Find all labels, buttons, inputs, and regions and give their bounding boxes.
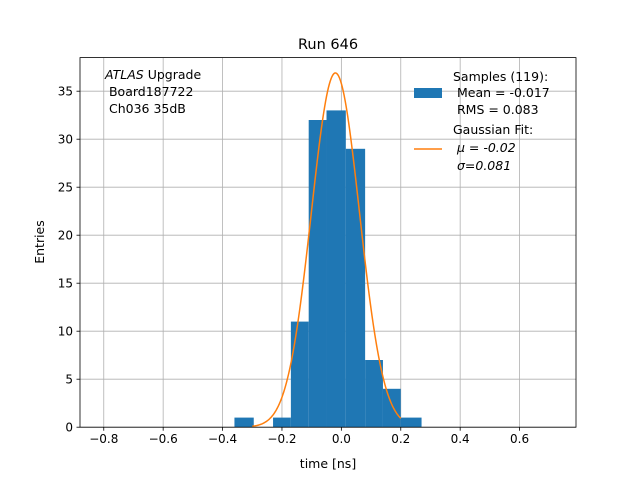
- gaussian-fit-curve: [252, 72, 402, 428]
- histogram-bar: [308, 120, 327, 428]
- y-tick-label: 10: [58, 325, 73, 339]
- histogram-bar: [345, 148, 366, 428]
- annotation-line-3: Ch036 35dB: [105, 101, 186, 116]
- y-tick-label: 15: [58, 277, 73, 291]
- legend-fit-line-3: σ=0.081: [453, 158, 511, 173]
- histogram-bar: [290, 321, 309, 428]
- y-tick-label: 0: [65, 421, 73, 435]
- annotation-line-2: Board187722: [105, 84, 193, 99]
- annotation-upgrade: Upgrade: [144, 67, 202, 82]
- histogram-bar: [382, 388, 401, 428]
- x-tick-label: 0.4: [451, 432, 470, 446]
- x-tick-label: −0.4: [208, 432, 237, 446]
- histogram-bar: [400, 417, 422, 428]
- x-tick-label: 0.2: [391, 432, 410, 446]
- legend-histogram-line-1: Samples (119):: [453, 69, 548, 84]
- x-tick-label: −0.2: [267, 432, 296, 446]
- plot-frame: [79, 57, 577, 428]
- y-tick-label: 20: [58, 229, 73, 243]
- x-tick-label: 0.6: [510, 432, 529, 446]
- annotation-atlas: ATLAS: [104, 67, 144, 82]
- x-axis-label: time [ns]: [300, 456, 356, 471]
- y-axis-ticks: 0 5 10 15 20 25 30 35: [58, 85, 80, 435]
- legend: Samples (119): Mean = -0.017 RMS = 0.083…: [414, 69, 550, 173]
- histogram-bar: [234, 417, 254, 428]
- x-tick-label: 0.0: [332, 432, 351, 446]
- x-tick-label: −0.8: [89, 432, 118, 446]
- chart-title: Run 646: [298, 37, 358, 53]
- legend-histogram-line-2: Mean = -0.017: [453, 85, 550, 100]
- legend-histogram-line-3: RMS = 0.083: [453, 102, 539, 117]
- legend-fit-line-2: μ = -0.02: [453, 140, 516, 155]
- histogram-bar: [365, 360, 383, 428]
- y-tick-label: 5: [65, 373, 73, 387]
- legend-histogram-swatch: [414, 88, 442, 98]
- x-tick-label: −0.6: [149, 432, 178, 446]
- legend-fit-line-1: Gaussian Fit:: [453, 122, 533, 137]
- annotation-line-1: ATLAS Upgrade: [104, 67, 201, 82]
- x-axis-ticks: −0.8 −0.6 −0.4 −0.2 0.0 0.2 0.4 0.6: [89, 427, 529, 446]
- atlas-annotation: ATLAS Upgrade Board187722 Ch036 35dB: [104, 67, 201, 116]
- histogram-bar: [326, 110, 346, 428]
- y-axis-label: Entries: [32, 220, 47, 264]
- y-tick-label: 35: [58, 85, 73, 99]
- y-tick-label: 30: [58, 133, 73, 147]
- histogram-bar: [273, 417, 291, 428]
- y-tick-label: 25: [58, 181, 73, 195]
